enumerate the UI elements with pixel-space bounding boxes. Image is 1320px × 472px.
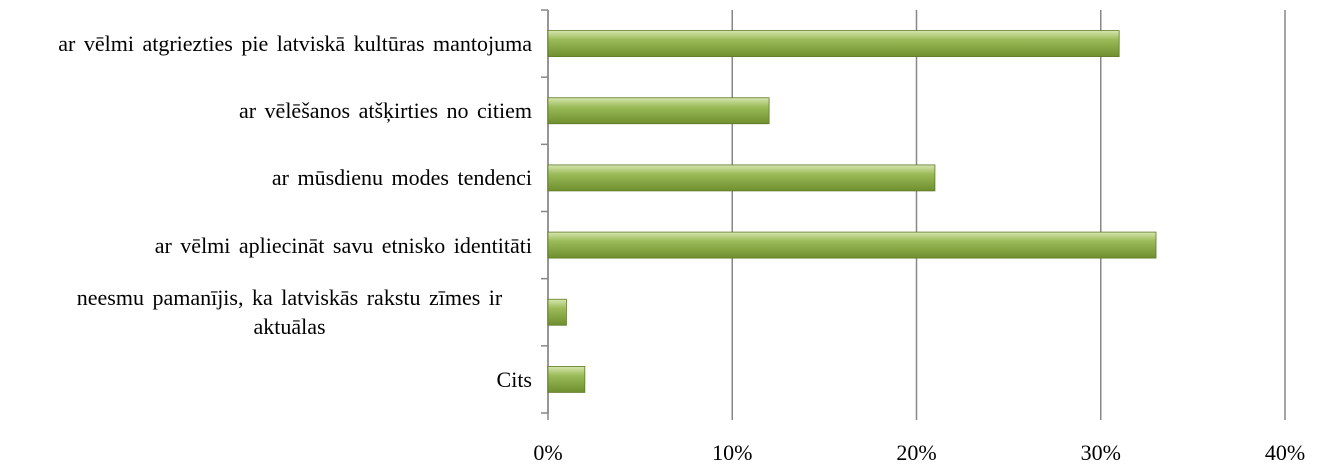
x-tick-label: 20% [896,440,936,465]
bar [547,231,1157,259]
y-tick-label: ar vēlmi atgriezties pie latviskā kultūr… [0,10,532,77]
y-tick-label: ar vēlēšanos atšķirties no citiem [0,77,532,144]
bar [547,30,1120,57]
bar [547,164,936,192]
bar [547,298,567,326]
x-tick-label: 30% [1081,440,1121,465]
category-text: ar vēlmi apliecināt savu etnisko identit… [154,232,532,258]
x-tick-label: 10% [712,440,752,465]
y-tick-label: ar mūsdienu modes tendenci [0,144,532,211]
category-text: Cits [496,366,532,392]
category-text: neesmu pamanījis, ka latviskās rakstu zī… [76,285,503,340]
y-tick-label: neesmu pamanījis, ka latviskās rakstu zī… [0,279,532,346]
x-tick-label: 0% [533,440,562,465]
x-tick-label: 40% [1265,440,1305,465]
bar [547,97,770,125]
category-text: ar vēlmi atgriezties pie latviskā kultūr… [58,31,532,57]
category-text: ar vēlēšanos atšķirties no citiem [238,98,532,124]
bar [547,366,586,393]
y-tick-label: ar vēlmi apliecināt savu etnisko identit… [0,212,532,279]
y-tick-label: Cits [0,346,532,413]
category-text: ar mūsdienu modes tendenci [271,165,532,191]
